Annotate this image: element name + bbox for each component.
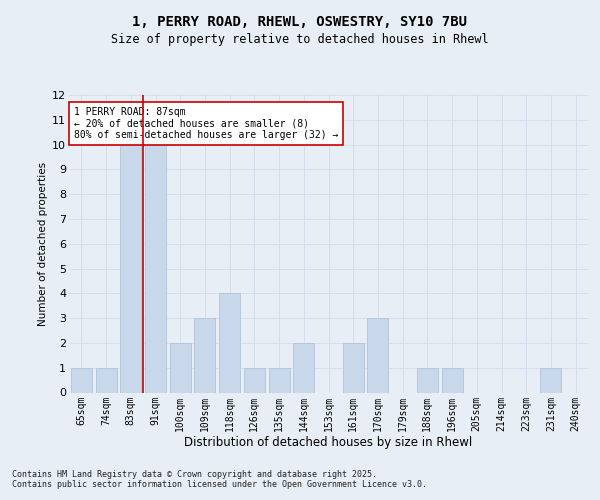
Bar	[95, 368, 116, 392]
Text: 1, PERRY ROAD, RHEWL, OSWESTRY, SY10 7BU: 1, PERRY ROAD, RHEWL, OSWESTRY, SY10 7BU	[133, 16, 467, 30]
Bar	[71, 368, 92, 392]
Text: 1 PERRY ROAD: 87sqm
← 20% of detached houses are smaller (8)
80% of semi-detache: 1 PERRY ROAD: 87sqm ← 20% of detached ho…	[74, 107, 338, 140]
Bar	[269, 368, 290, 392]
X-axis label: Distribution of detached houses by size in Rhewl: Distribution of detached houses by size …	[184, 436, 473, 449]
Bar	[541, 368, 562, 392]
Bar	[244, 368, 265, 392]
Bar	[219, 294, 240, 392]
Text: Size of property relative to detached houses in Rhewl: Size of property relative to detached ho…	[111, 32, 489, 46]
Bar	[170, 343, 191, 392]
Bar	[417, 368, 438, 392]
Bar	[194, 318, 215, 392]
Bar	[120, 144, 141, 392]
Bar	[343, 343, 364, 392]
Bar	[293, 343, 314, 392]
Text: Contains HM Land Registry data © Crown copyright and database right 2025.
Contai: Contains HM Land Registry data © Crown c…	[12, 470, 427, 489]
Bar	[367, 318, 388, 392]
Y-axis label: Number of detached properties: Number of detached properties	[38, 162, 48, 326]
Bar	[442, 368, 463, 392]
Bar	[145, 144, 166, 392]
